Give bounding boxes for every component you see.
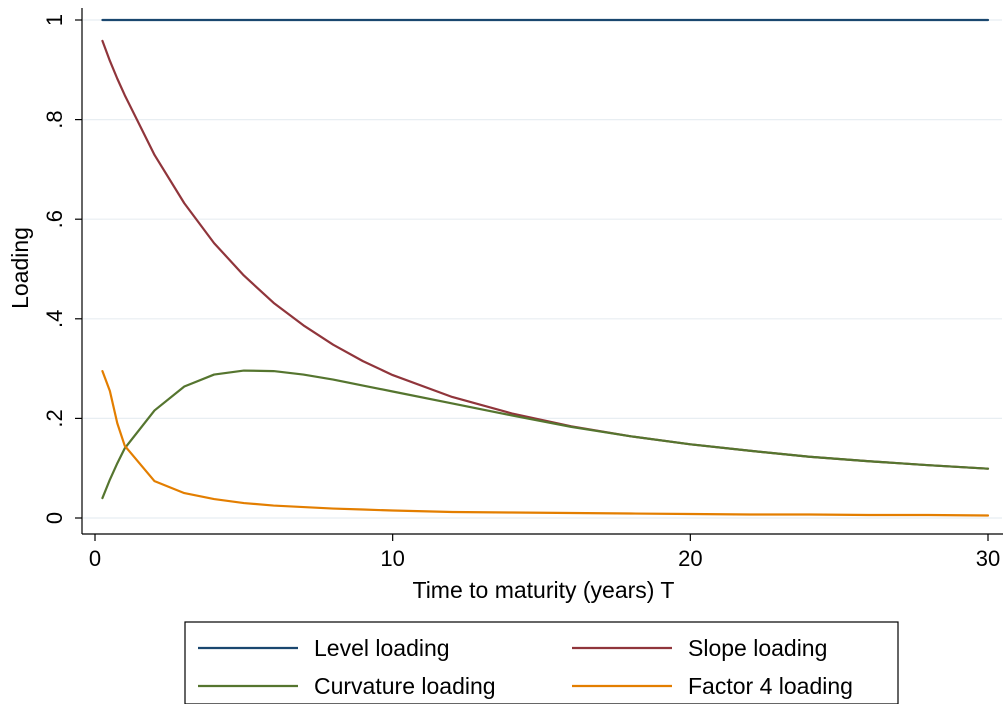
x-axis-title: Time to maturity (years) T [413,577,675,603]
y-axis-title: Loading [7,227,33,309]
y-tick-label: 0 [42,512,67,524]
legend-label-curvature-loading: Curvature loading [314,673,496,699]
series-line-curvature-loading [101,369,990,500]
y-tick-label: .6 [42,210,67,228]
legend-box [184,621,899,704]
x-tick-label: 30 [976,546,1000,571]
legend: Level loading Slope loading Curvature load… [184,621,899,704]
y-tick-label: .4 [42,310,67,328]
tick-labels: 0.2.4.6.810 10 20 30 [42,14,1000,571]
series-line-factor-4-loading [101,369,990,517]
y-tick-label: 1 [42,14,67,26]
series-line-slope-loading [101,39,990,470]
series-lines [101,18,990,517]
x-tick-label: 0 [89,546,101,571]
y-tick-label: .8 [42,110,67,128]
legend-label-slope-loading: Slope loading [688,635,827,661]
axes [75,8,1003,541]
x-tick-label: 20 [678,546,702,571]
y-tick-label: .2 [42,409,67,427]
x-tick-label: 10 [380,546,404,571]
legend-label-level-loading: Level loading [314,635,450,661]
legend-label-factor-4-loading: Factor 4 loading [688,673,853,699]
grid-lines [83,19,1002,519]
